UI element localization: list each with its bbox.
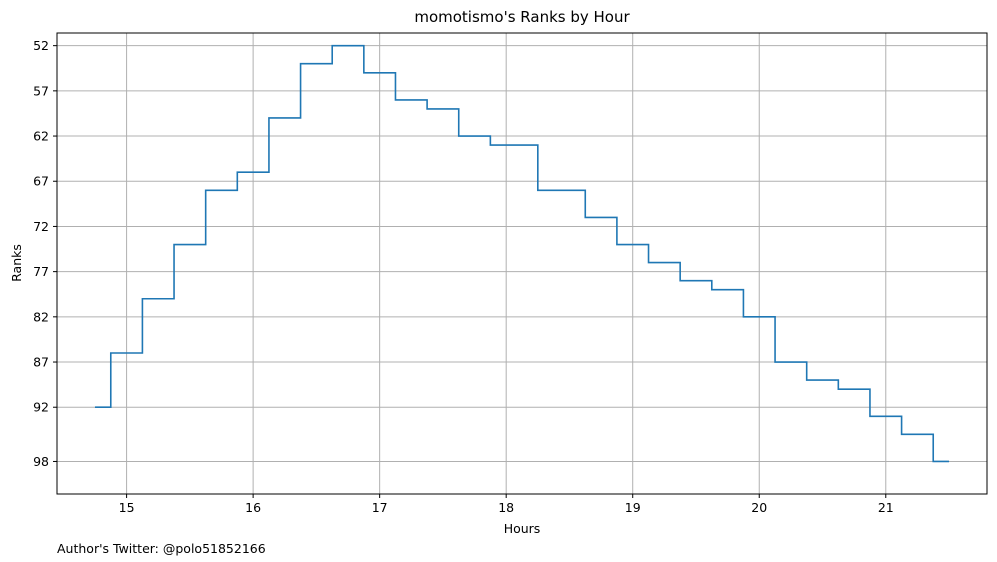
y-tick-label: 67	[33, 174, 49, 189]
x-tick-label: 20	[751, 500, 767, 515]
author-twitter-note: Author's Twitter: @polo51852166	[57, 541, 266, 556]
x-tick-label: 18	[498, 500, 514, 515]
x-axis-ticks: 15 16 17 18 19 20 21	[119, 494, 894, 515]
grid-lines	[57, 33, 987, 494]
y-tick-label: 87	[33, 355, 49, 370]
x-axis-label: Hours	[504, 521, 541, 536]
chart-title: momotismo's Ranks by Hour	[414, 8, 630, 26]
x-tick-label: 21	[878, 500, 894, 515]
y-tick-label: 82	[33, 309, 49, 324]
y-tick-label: 98	[33, 454, 49, 469]
y-tick-label: 52	[33, 38, 49, 53]
y-tick-label: 72	[33, 219, 49, 234]
y-tick-label: 92	[33, 400, 49, 415]
y-axis-ticks: 52 57 62 67 72 77 82 87 92 98	[33, 38, 57, 469]
x-tick-label: 15	[119, 500, 135, 515]
plot-area	[94, 44, 950, 463]
x-tick-label: 17	[372, 500, 388, 515]
rank-step-line	[94, 44, 950, 463]
x-tick-label: 19	[625, 500, 641, 515]
y-tick-label: 62	[33, 129, 49, 144]
y-axis-label: Ranks	[9, 244, 24, 282]
x-tick-label: 16	[245, 500, 261, 515]
plot-frame	[56, 32, 988, 495]
y-tick-label: 57	[33, 83, 49, 98]
y-tick-label: 77	[33, 264, 49, 279]
